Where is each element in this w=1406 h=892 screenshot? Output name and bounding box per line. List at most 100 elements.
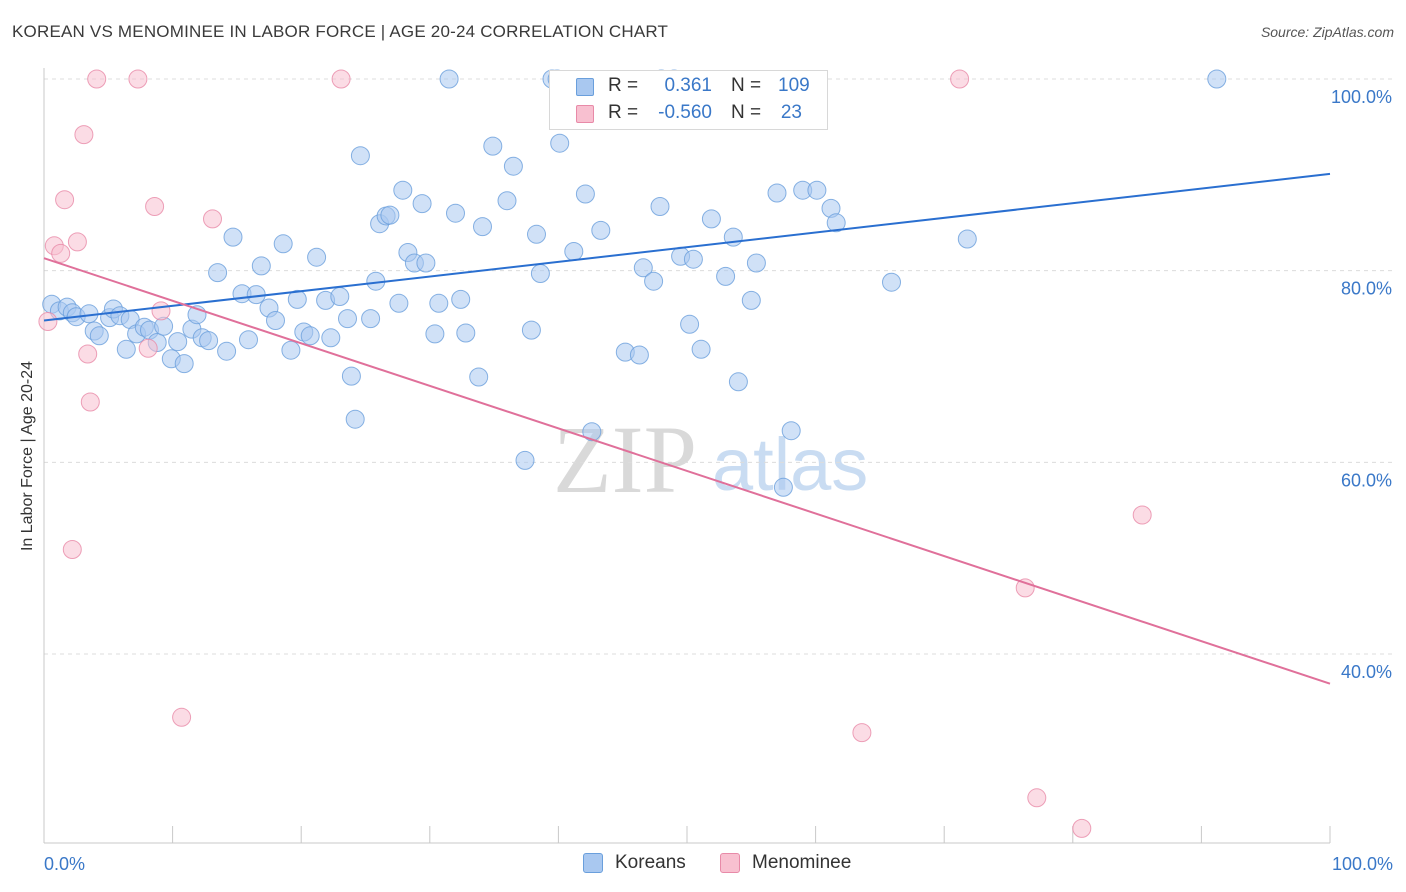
koreans-point xyxy=(412,194,432,214)
stats-row-menominee: R = -0.560 N = 23 xyxy=(550,100,827,128)
koreans-point xyxy=(345,409,365,429)
menominee-point xyxy=(67,232,87,252)
koreans-point xyxy=(338,309,357,329)
koreans-point xyxy=(807,180,827,200)
koreans-point xyxy=(321,328,341,348)
koreans-point xyxy=(575,184,595,204)
stats-legend-box: R = 0.361 N = 109 R = -0.560 N = 23 xyxy=(549,70,828,130)
menominee-point xyxy=(128,69,148,89)
koreans-point xyxy=(251,256,271,276)
x-tick-label: 0.0% xyxy=(44,854,85,874)
koreans-point xyxy=(307,247,327,267)
menominee-n-label: N = xyxy=(731,102,762,123)
y-tick-label: 60.0% xyxy=(1341,470,1392,490)
menominee-point xyxy=(172,707,192,727)
koreans-point xyxy=(199,331,219,351)
koreans-point xyxy=(591,220,611,240)
legend-menominee-label: Menominee xyxy=(752,852,852,873)
x-tick-label: 100.0% xyxy=(1332,854,1393,874)
koreans-r-value: 0.361 xyxy=(664,75,712,96)
koreans-swatch xyxy=(576,78,594,96)
koreans-point xyxy=(691,339,711,359)
legend-koreans-label: Koreans xyxy=(615,852,686,873)
koreans-point xyxy=(564,242,584,261)
source-label: Source: ZipAtlas.com xyxy=(1260,24,1394,40)
koreans-point xyxy=(515,450,535,470)
koreans-point xyxy=(741,290,761,310)
koreans-point xyxy=(773,477,793,497)
koreans-point xyxy=(1207,69,1227,89)
menominee-swatch xyxy=(576,105,594,123)
koreans-trend-line xyxy=(43,172,1331,322)
koreans-point xyxy=(416,253,436,273)
koreans-point xyxy=(650,197,670,216)
koreans-point xyxy=(330,287,350,306)
y-tick-label: 100.0% xyxy=(1331,87,1392,107)
koreans-point xyxy=(393,180,413,200)
koreans-point xyxy=(882,272,901,292)
koreans-point xyxy=(728,372,748,392)
koreans-point xyxy=(446,203,465,223)
axes xyxy=(43,68,1331,844)
koreans-point xyxy=(521,320,541,340)
menominee-n-value: 23 xyxy=(780,102,802,123)
koreans-point xyxy=(550,133,570,153)
koreans-point xyxy=(429,293,449,313)
koreans-point xyxy=(683,249,703,269)
gridlines xyxy=(44,78,1392,655)
koreans-point xyxy=(89,326,109,346)
menominee-point xyxy=(1027,788,1047,808)
menominee-point xyxy=(203,209,222,229)
koreans-point xyxy=(644,271,664,291)
koreans-r-label: R = xyxy=(608,75,639,96)
koreans-point xyxy=(389,293,409,313)
legend-menominee-swatch xyxy=(720,853,740,873)
koreans-point xyxy=(826,213,846,233)
legend-koreans-swatch xyxy=(583,853,603,873)
y-tick-label: 80.0% xyxy=(1341,279,1392,299)
menominee-point xyxy=(852,723,872,743)
koreans-point xyxy=(380,205,400,225)
koreans-point xyxy=(497,191,517,211)
menominee-point xyxy=(78,344,98,364)
menominee-trend-line xyxy=(43,257,1331,685)
koreans-point xyxy=(425,324,445,344)
koreans-point xyxy=(456,323,476,343)
menominee-point xyxy=(74,125,94,145)
koreans-point xyxy=(281,340,301,360)
menominee-point xyxy=(151,301,171,321)
koreans-point xyxy=(957,229,977,249)
koreans-point xyxy=(239,330,258,350)
koreans-point xyxy=(746,253,766,273)
koreans-point xyxy=(451,289,471,309)
menominee-r-label: R = xyxy=(608,102,639,123)
tick-labels: 100.0% 80.0% 60.0% 40.0% 0.0% 100.0% xyxy=(44,87,1393,874)
koreans-point xyxy=(473,217,492,237)
menominee-point xyxy=(80,392,100,412)
koreans-point xyxy=(680,314,700,334)
y-tick-label: 40.0% xyxy=(1341,662,1392,682)
koreans-point xyxy=(116,339,136,359)
menominee-point xyxy=(55,190,75,210)
koreans-n-value: 109 xyxy=(778,75,810,96)
koreans-point xyxy=(781,421,801,441)
koreans-point xyxy=(341,366,361,386)
koreans-point xyxy=(629,345,649,365)
trend-lines xyxy=(43,172,1331,685)
menominee-point xyxy=(62,540,82,559)
menominee-point xyxy=(38,312,58,331)
menominee-point xyxy=(87,69,107,89)
menominee-point xyxy=(1072,818,1092,838)
koreans-point xyxy=(633,258,653,278)
menominee-point xyxy=(138,338,158,358)
koreans-point xyxy=(503,156,523,176)
koreans-point xyxy=(300,326,320,346)
watermark-zip: ZIP xyxy=(553,406,697,513)
stats-row-koreans: R = 0.361 N = 109 xyxy=(550,73,827,101)
menominee-point xyxy=(950,69,970,89)
koreans-point xyxy=(273,234,293,254)
koreans-point xyxy=(223,227,243,247)
koreans-point xyxy=(582,422,602,442)
koreans-point xyxy=(287,289,307,309)
